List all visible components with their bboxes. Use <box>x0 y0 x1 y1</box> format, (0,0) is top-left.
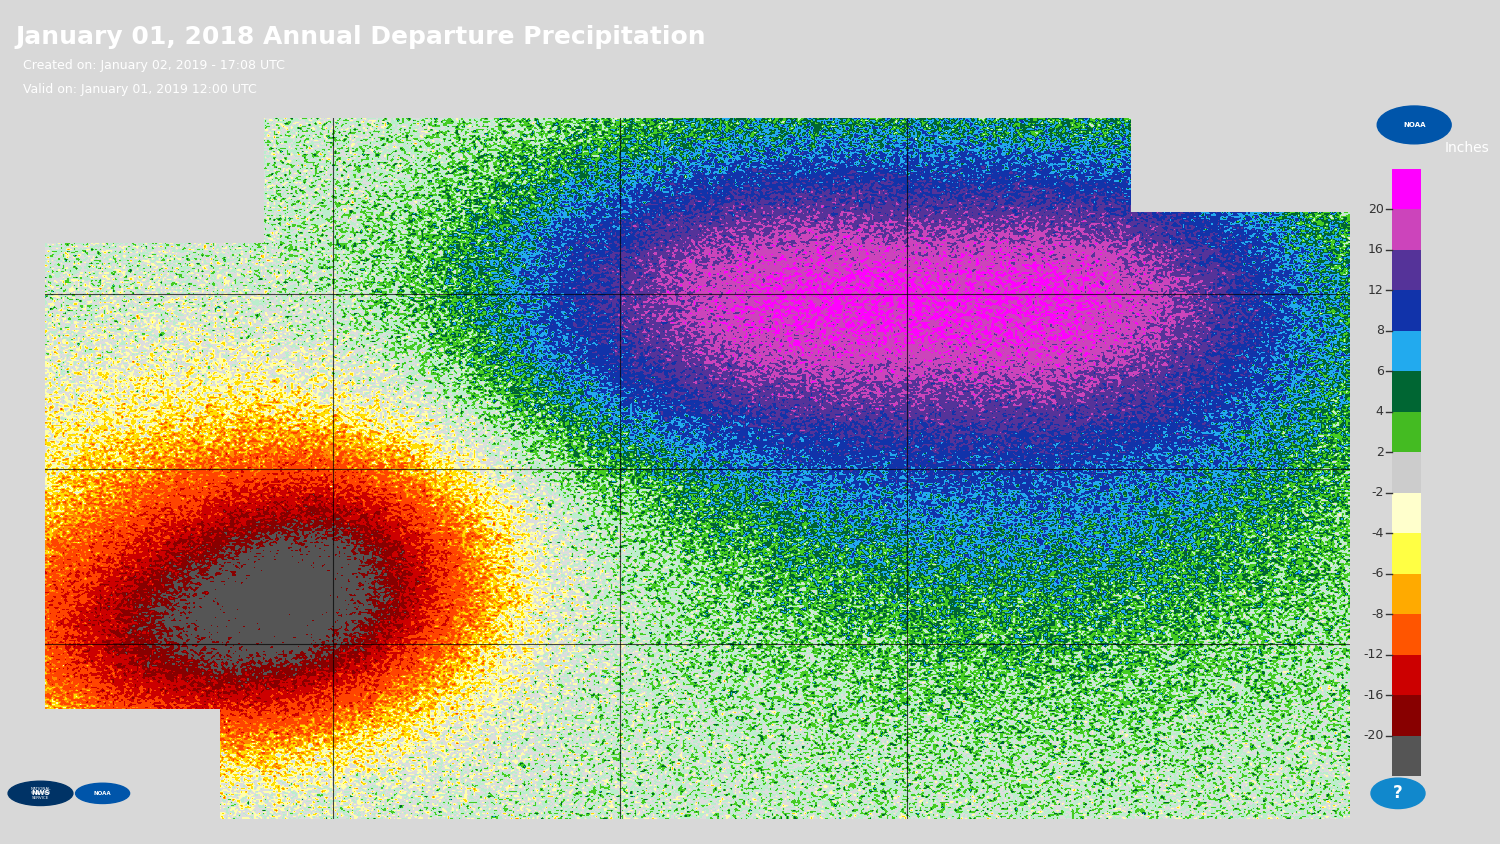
Bar <box>1392 695 1420 736</box>
Text: ?: ? <box>1394 784 1402 803</box>
Bar <box>1392 736 1420 776</box>
Text: 20: 20 <box>1368 203 1383 216</box>
Text: -12: -12 <box>1364 648 1383 662</box>
Text: NATIONAL
WEATHER
SERVICE: NATIONAL WEATHER SERVICE <box>30 787 51 800</box>
Bar <box>1392 655 1420 695</box>
Text: -20: -20 <box>1364 729 1383 743</box>
Text: 8: 8 <box>1376 324 1383 338</box>
Bar <box>1392 331 1420 371</box>
Text: 4: 4 <box>1376 405 1383 419</box>
Text: -2: -2 <box>1371 486 1383 500</box>
Text: Valid on: January 01, 2019 12:00 UTC: Valid on: January 01, 2019 12:00 UTC <box>15 83 256 96</box>
Circle shape <box>1377 106 1450 143</box>
Text: -8: -8 <box>1371 608 1383 621</box>
Circle shape <box>8 782 74 805</box>
Text: 2: 2 <box>1376 446 1383 459</box>
Bar <box>1392 290 1420 331</box>
Text: 6: 6 <box>1376 365 1383 378</box>
Bar <box>1392 574 1420 614</box>
Text: January 01, 2018 Annual Departure Precipitation: January 01, 2018 Annual Departure Precip… <box>15 25 705 49</box>
Text: Inches: Inches <box>1444 141 1490 155</box>
Text: NWS: NWS <box>32 790 50 797</box>
Text: NOAA: NOAA <box>94 791 111 796</box>
Bar <box>1392 452 1420 493</box>
Bar <box>1392 250 1420 290</box>
Bar <box>1392 412 1420 452</box>
Bar <box>1392 493 1420 533</box>
Circle shape <box>75 783 129 803</box>
Text: -16: -16 <box>1364 689 1383 702</box>
Bar <box>1392 614 1420 655</box>
Text: -4: -4 <box>1371 527 1383 540</box>
Bar <box>1392 533 1420 574</box>
Text: 16: 16 <box>1368 243 1383 257</box>
Text: 12: 12 <box>1368 284 1383 297</box>
Bar <box>1392 209 1420 250</box>
Text: NOAA: NOAA <box>1402 122 1425 128</box>
Circle shape <box>1371 778 1425 809</box>
Bar <box>1392 169 1420 209</box>
Text: -6: -6 <box>1371 567 1383 581</box>
Text: Created on: January 02, 2019 - 17:08 UTC: Created on: January 02, 2019 - 17:08 UTC <box>15 59 285 72</box>
Bar <box>1392 371 1420 412</box>
